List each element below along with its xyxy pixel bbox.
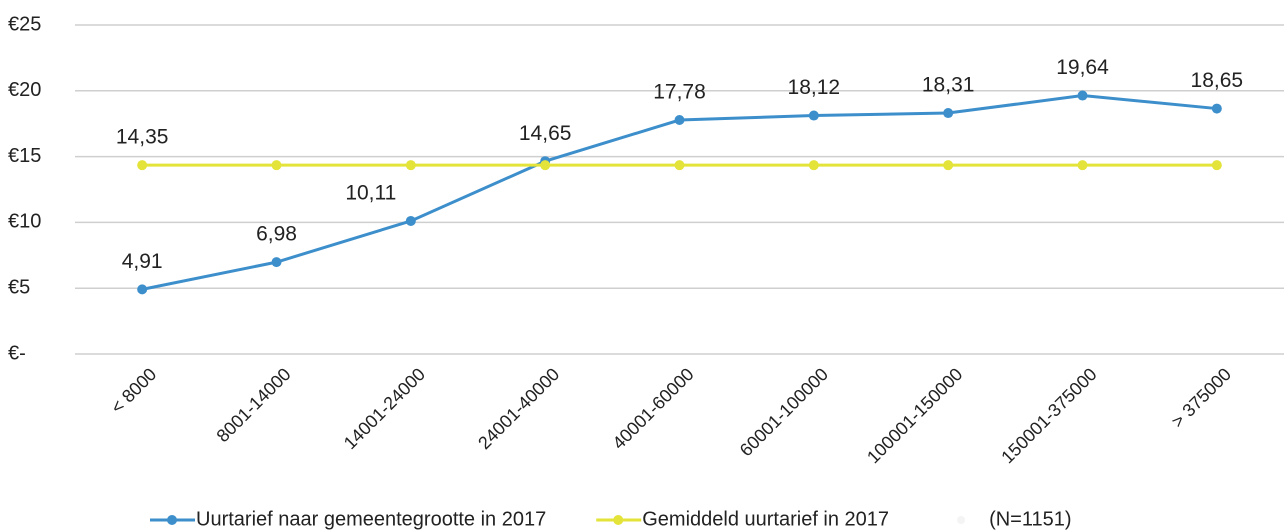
legend-marker xyxy=(613,515,624,525)
y-tick-label: €- xyxy=(8,342,26,364)
data-point xyxy=(405,160,416,171)
data-point xyxy=(808,160,819,171)
y-tick-label: €5 xyxy=(8,276,30,298)
data-point xyxy=(674,160,685,171)
y-tick-label: €20 xyxy=(8,79,41,101)
data-label: 10,11 xyxy=(345,181,396,204)
data-label: 14,65 xyxy=(519,122,572,145)
data-point xyxy=(943,160,954,171)
data-label: 18,65 xyxy=(1191,69,1244,92)
data-label: 18,31 xyxy=(922,74,975,97)
x-tick-label: 14001-24000 xyxy=(340,364,429,453)
data-point xyxy=(1077,90,1088,101)
data-label: 17,78 xyxy=(653,81,706,104)
data-point xyxy=(540,160,551,171)
data-label: 18,12 xyxy=(788,76,841,99)
x-tick-label: 8001-14000 xyxy=(213,364,295,446)
x-tick-label: > 375000 xyxy=(1167,364,1235,432)
data-point xyxy=(137,284,148,295)
x-tick-label: 100001-150000 xyxy=(863,364,966,467)
data-point xyxy=(405,215,416,226)
data-point xyxy=(1211,160,1222,171)
data-point xyxy=(271,257,282,268)
data-label: 19,64 xyxy=(1056,56,1109,79)
data-label: 4,91 xyxy=(122,250,163,273)
data-point xyxy=(943,108,954,119)
legend-label: (N=1151) xyxy=(989,508,1071,530)
legend-label: Gemiddeld uurtarief in 2017 xyxy=(642,508,889,530)
data-point xyxy=(1077,160,1088,171)
data-point xyxy=(271,160,282,171)
legend-label: Uurtarief naar gemeentegrootte in 2017 xyxy=(196,508,546,530)
x-tick-label: 150001-375000 xyxy=(997,364,1100,467)
y-tick-label: €10 xyxy=(8,211,41,233)
data-point xyxy=(137,160,148,171)
x-tick-label: 40001-60000 xyxy=(609,364,698,453)
data-label: 6,98 xyxy=(256,223,297,246)
y-tick-label: €15 xyxy=(8,145,41,167)
data-label: 14,35 xyxy=(116,126,169,149)
data-point xyxy=(808,110,819,121)
data-point xyxy=(1211,103,1222,114)
x-tick-label: < 8000 xyxy=(107,364,160,417)
data-point xyxy=(674,115,685,126)
x-tick-label: 60001-100000 xyxy=(736,364,832,460)
legend-marker xyxy=(167,515,177,525)
x-tick-label: 24001-40000 xyxy=(474,364,563,453)
y-tick-label: €25 xyxy=(8,13,41,35)
legend-marker xyxy=(957,516,966,524)
